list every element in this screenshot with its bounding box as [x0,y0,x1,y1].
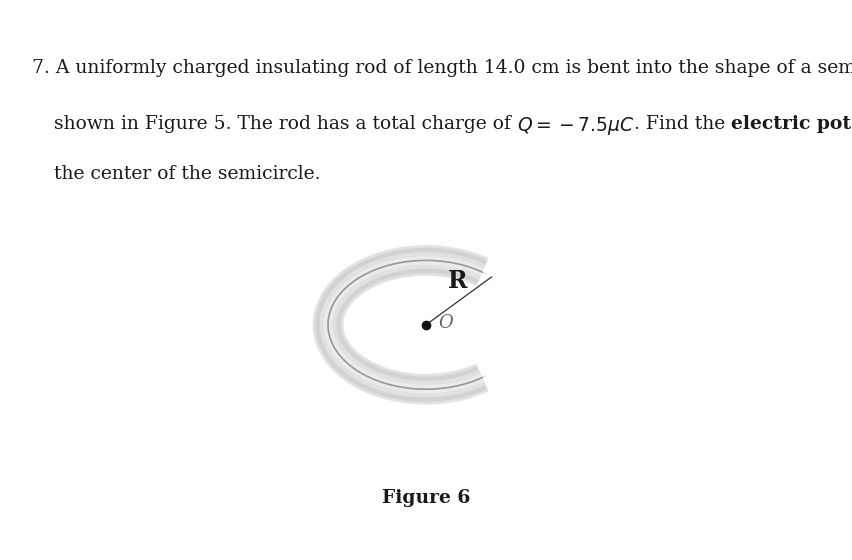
Text: the center of the semicircle.: the center of the semicircle. [54,165,320,183]
Text: Figure 6: Figure 6 [382,489,470,507]
Text: . Find the: . Find the [634,115,731,133]
Text: electric potential: electric potential [731,115,852,133]
Text: 7. A uniformly charged insulating rod of length 14.0 cm is bent into the shape o: 7. A uniformly charged insulating rod of… [32,59,852,77]
Text: shown in Figure 5. The rod has a total charge of: shown in Figure 5. The rod has a total c… [54,115,516,133]
Text: R: R [448,269,468,293]
Text: O: O [438,314,452,332]
Text: $Q = -7.5\mu C$: $Q = -7.5\mu C$ [516,115,634,137]
